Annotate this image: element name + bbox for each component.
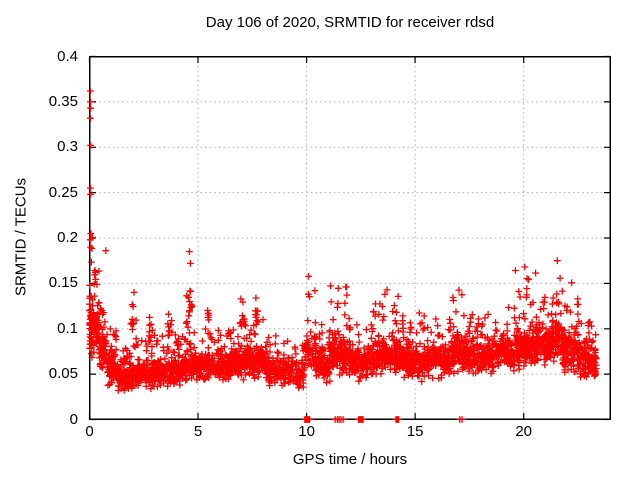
x-tick-label: 5 [193,423,203,440]
x-tick-label: 0 [85,423,94,440]
y-tick-label: 0.2 [57,229,78,246]
y-tick-label: 0.1 [57,319,78,337]
y-tick-label: 0.15 [48,274,78,292]
chart-title: Day 106 of 2020, SRMTID for receiver rds… [205,14,495,31]
x-tick-label: 15 [406,423,424,440]
y-tick-label: 0.35 [48,92,78,110]
y-tick-label: 0.25 [48,183,78,201]
y-tick-label: 0.05 [48,365,78,383]
x-tick-label: 10 [298,423,315,440]
grid-lines [90,57,610,419]
scatter-plot-area [86,55,611,423]
data-points [86,87,600,423]
x-tick-label: 20 [515,423,532,440]
x-axis-label: GPS time / hours [292,451,408,468]
y-tick-label: 0.4 [57,47,78,65]
y-tick-label: 0.3 [57,138,78,156]
y-tick-label: 0 [69,410,78,428]
